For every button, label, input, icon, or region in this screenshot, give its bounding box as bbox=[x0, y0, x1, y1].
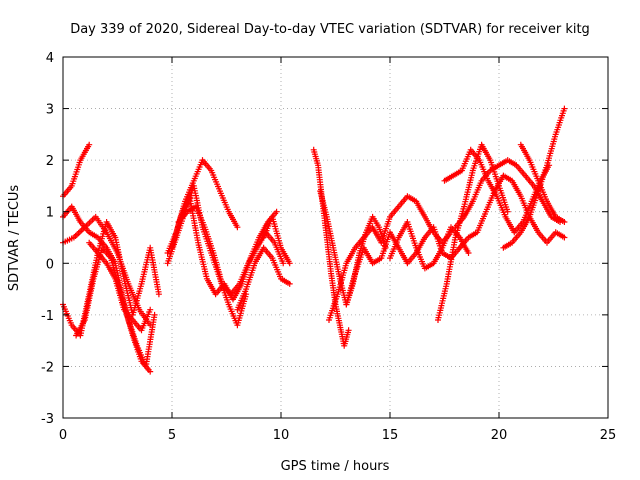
y-tick-label: -3 bbox=[41, 412, 54, 427]
data-points bbox=[260, 213, 293, 267]
data-points bbox=[86, 239, 154, 334]
y-tick-label: 3 bbox=[46, 103, 54, 118]
data-points bbox=[234, 244, 293, 313]
y-tick-label: 0 bbox=[46, 257, 54, 272]
data-series-arc-q bbox=[387, 219, 472, 272]
x-tick-label: 20 bbox=[491, 428, 508, 443]
data-points bbox=[60, 141, 93, 200]
data-series bbox=[60, 105, 568, 375]
chart-title: Day 339 of 2020, Sidereal Day-to-day VTE… bbox=[70, 22, 590, 37]
x-tick-label: 10 bbox=[273, 428, 290, 443]
plot-frame bbox=[62, 56, 609, 419]
x-tick-label: 5 bbox=[168, 428, 176, 443]
x-tick-label: 15 bbox=[382, 428, 399, 443]
data-series-arc-l bbox=[260, 213, 293, 267]
data-points bbox=[175, 203, 287, 298]
data-series-arc-w bbox=[517, 141, 568, 225]
x-axis-label: GPS time / hours bbox=[281, 459, 390, 474]
grid bbox=[63, 57, 608, 418]
y-tick-label: 4 bbox=[46, 51, 54, 66]
data-series-arc-f bbox=[86, 239, 154, 334]
data-series-arc-v bbox=[500, 105, 568, 251]
data-points bbox=[500, 105, 568, 251]
y-tick-label: -2 bbox=[41, 360, 54, 375]
y-tick-label: -1 bbox=[41, 309, 54, 324]
data-series-arc-u bbox=[456, 172, 568, 251]
data-series-arc-j bbox=[175, 203, 287, 298]
data-points bbox=[517, 141, 568, 225]
y-tick-label: 1 bbox=[46, 206, 54, 221]
data-series-arc-k bbox=[234, 244, 293, 313]
y-tick-label: 2 bbox=[46, 154, 54, 169]
x-tick-label: 25 bbox=[600, 428, 617, 443]
data-series-arc-e bbox=[73, 244, 158, 370]
data-points bbox=[387, 219, 472, 272]
data-points bbox=[164, 182, 250, 329]
data-series-arc-h bbox=[164, 182, 250, 329]
x-tick-label: 0 bbox=[59, 428, 67, 443]
data-points bbox=[73, 244, 158, 370]
axis-ticks: 0 5 10 15 20 25 -3 -2 -1 0 1 2 3 4 bbox=[41, 51, 616, 443]
y-axis-label: SDTVAR / TECUs bbox=[7, 185, 22, 292]
data-series-arc-a bbox=[60, 141, 93, 200]
data-points bbox=[456, 172, 568, 251]
